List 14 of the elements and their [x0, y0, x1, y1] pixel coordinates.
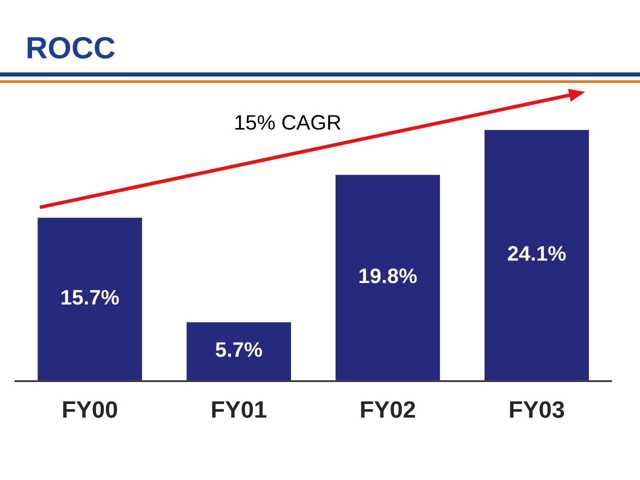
x-tick-label: FY00	[63, 401, 118, 418]
annotation: 15% CAGR	[235, 115, 341, 130]
bar	[36, 216, 144, 382]
bar	[334, 174, 442, 382]
bar	[483, 128, 590, 382]
x-tick-label: FY03	[510, 401, 564, 418]
chart-title: ROCC	[28, 36, 115, 59]
data-label: 5.7%	[216, 342, 262, 357]
bar	[185, 320, 292, 382]
x-tick-label: FY01	[212, 401, 266, 418]
data-label: 24.1%	[508, 246, 566, 261]
x-tick-label: FY02	[361, 401, 416, 418]
data-label: 19.8%	[360, 268, 417, 284]
data-label: 15.7%	[62, 290, 119, 305]
